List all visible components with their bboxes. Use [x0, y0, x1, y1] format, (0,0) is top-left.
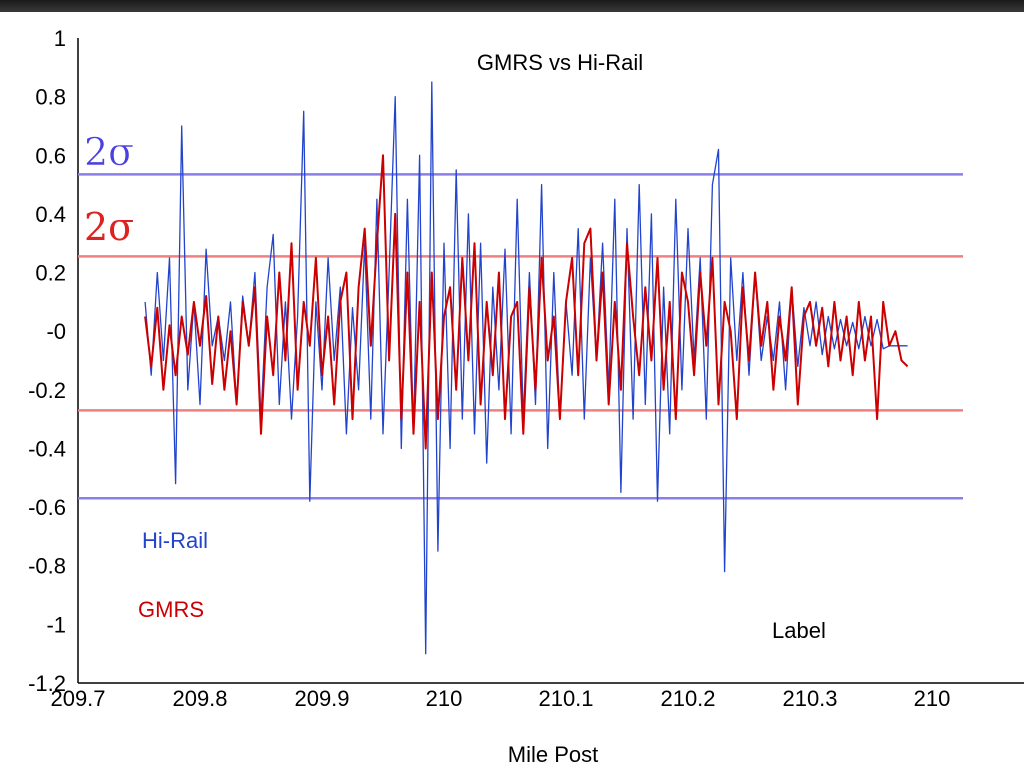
x-tick-label: 210.2: [660, 686, 715, 711]
y-tick-label: -0.6: [28, 495, 66, 520]
annotation-label: Label: [772, 618, 826, 643]
legend-gmrs: GMRS: [138, 597, 204, 622]
gmrs-sigma-label: 2σ: [84, 205, 134, 249]
y-tick-label: 0.4: [35, 202, 66, 227]
legend-hirail: Hi-Rail: [142, 528, 208, 553]
hirail-sigma-label: 2σ: [84, 130, 134, 174]
x-tick-label: 210: [914, 686, 951, 711]
window-top-bar: [0, 0, 1024, 12]
y-tick-label: -0: [46, 319, 66, 344]
x-tick-label: 210: [426, 686, 463, 711]
sigma-lines: [78, 173, 963, 500]
y-tick-labels: 1 0.8 0.6 0.4 0.2 -0 -0.2 -0.4 -0.6 -0.8 -1 -1.2: [28, 26, 66, 696]
y-tick-label: 0.2: [35, 261, 66, 286]
gmrs-series-line: [144, 154, 909, 450]
series-lines: [144, 81, 909, 655]
x-axis-label: Mile Post: [508, 742, 598, 767]
y-tick-label: -0.8: [28, 554, 66, 579]
x-tick-label: 210.1: [538, 686, 593, 711]
x-tick-labels: 209.7 209.8 209.9 210 210.1 210.2 210.3 210: [50, 686, 950, 711]
y-tick-label: 1: [54, 26, 66, 51]
x-tick-label: 210.3: [782, 686, 837, 711]
y-tick-label: -0.4: [28, 436, 66, 461]
y-tick-label: 0.8: [35, 85, 66, 110]
y-tick-label: -1.2: [28, 671, 66, 696]
x-tick-label: 209.9: [294, 686, 349, 711]
x-tick-label: 209.8: [172, 686, 227, 711]
y-tick-label: -1: [46, 612, 66, 637]
x-tick-label: 209.7: [50, 686, 105, 711]
y-tick-label: 0.6: [35, 143, 66, 168]
y-tick-label: -0.2: [28, 378, 66, 403]
chart-title: GMRS vs Hi-Rail: [477, 50, 643, 75]
